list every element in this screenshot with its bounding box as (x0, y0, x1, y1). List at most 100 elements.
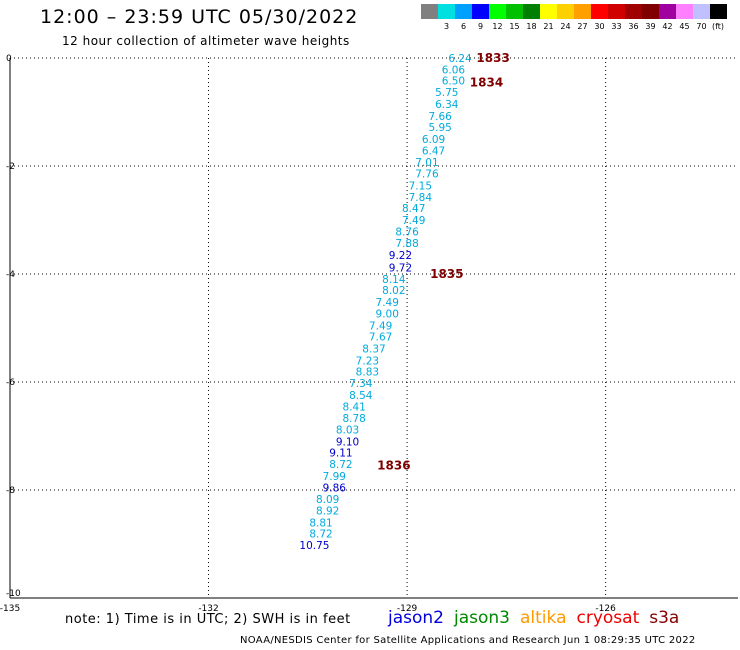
y-tick-label: -8 (6, 486, 15, 496)
x-tick-label: -126 (595, 604, 616, 614)
scale-label: 30 (594, 22, 605, 31)
scale-swatch (540, 4, 557, 19)
scale-label: 9 (477, 22, 484, 31)
swh-value-label: 6.34 (435, 99, 459, 111)
scale-swatch (659, 4, 676, 19)
satellite-altika: altika (520, 608, 567, 628)
swh-value-label: 8.03 (336, 425, 359, 437)
swh-value-label: 8.41 (342, 401, 365, 413)
scale-cell: 27 (574, 4, 591, 31)
swh-value-label: 8.37 (362, 344, 385, 356)
scale-cell: 6 (455, 4, 472, 31)
swh-value-label: 8.83 (356, 367, 379, 379)
swh-value-label: 7.49 (369, 320, 392, 332)
satellite-jason2: jason2 (388, 608, 444, 628)
scale-cell: 3 (438, 4, 455, 31)
swh-value-label: 8.78 (342, 413, 365, 425)
swh-value-label: 6.06 (442, 64, 466, 76)
scale-label: 45 (679, 22, 690, 31)
swh-value-label: 7.49 (376, 297, 399, 309)
swh-value-label: 8.09 (316, 494, 339, 506)
swh-value-label: 9.10 (336, 436, 359, 448)
swh-value-label: 8.47 (402, 203, 425, 215)
x-tick-label: -132 (198, 604, 218, 614)
scale-cell: 12 (489, 4, 506, 31)
track-number-label: 1833 (476, 51, 509, 65)
scale-swatch (438, 4, 455, 19)
scale-cell: 42 (659, 4, 676, 31)
swh-value-label: 7.76 (415, 169, 439, 181)
scale-label: 6 (460, 22, 467, 31)
swh-value-label: 9.72 (389, 263, 412, 275)
swh-value-label: 7.66 (428, 111, 452, 123)
scale-cell (421, 4, 438, 31)
scale-label: 42 (662, 22, 673, 31)
swh-value-label: 9.22 (389, 250, 412, 262)
swh-value-label: 8.72 (309, 529, 332, 541)
scale-swatch (710, 4, 727, 19)
scale-swatch (608, 4, 625, 19)
y-tick-label: -4 (6, 270, 15, 280)
scale-cell: 15 (506, 4, 523, 31)
swh-value-label: 7.23 (356, 355, 379, 367)
scale-label: 70 (696, 22, 707, 31)
scale-cell: 36 (625, 4, 642, 31)
scale-swatch (574, 4, 591, 19)
swh-value-label: 6.24 (448, 53, 472, 65)
swh-value-label: 6.50 (442, 76, 465, 88)
scale-swatch (676, 4, 693, 19)
scale-swatch (421, 4, 438, 19)
x-tick-label: -129 (397, 604, 418, 614)
scale-swatch (625, 4, 642, 19)
swh-value-label: 9.86 (323, 482, 347, 494)
scale-cell: 39 (642, 4, 659, 31)
scale-label: 21 (543, 22, 554, 31)
swh-value-label: 7.88 (395, 238, 418, 250)
swh-value-label: 6.47 (422, 145, 445, 157)
scale-cell: 18 (523, 4, 540, 31)
scale-swatch (693, 4, 710, 19)
scale-label: 3 (443, 22, 450, 31)
satellite-s3a: s3a (649, 608, 680, 628)
swh-value-label: 8.02 (382, 285, 405, 297)
scale-swatch (455, 4, 472, 19)
y-tick-label: 0 (6, 54, 12, 64)
scale-cell: 70 (693, 4, 710, 31)
swh-value-label: 10.75 (299, 540, 329, 552)
swh-value-label: 8.92 (316, 506, 339, 518)
chart-title: 12:00 – 23:59 UTC 05/30/2022 (40, 6, 359, 28)
swh-value-label: 8.81 (309, 517, 332, 529)
swh-value-label: 7.67 (369, 332, 392, 344)
swh-value-label: 8.14 (382, 274, 406, 286)
scale-cell: 45 (676, 4, 693, 31)
swh-value-label: 8.76 (395, 226, 419, 238)
scale-cell: 9 (472, 4, 489, 31)
scale-label: 18 (526, 22, 537, 31)
track-number-label: 1834 (470, 75, 503, 89)
scale-cell: 21 (540, 4, 557, 31)
footer-note: note: 1) Time is in UTC; 2) SWH is in fe… (65, 612, 351, 627)
credit-line: NOAA/NESDIS Center for Satellite Applica… (240, 635, 696, 646)
scale-label: 24 (560, 22, 571, 31)
swh-value-label: 8.54 (349, 390, 373, 402)
track-number-label: 1836 (377, 459, 410, 473)
scale-label: 33 (611, 22, 622, 31)
scale-swatch (557, 4, 574, 19)
satellite-legend: jason2 jason3 altika cryosat s3a (388, 608, 679, 628)
y-tick-label: -10 (6, 589, 21, 599)
scale-swatch (642, 4, 659, 19)
swh-value-label: 7.01 (415, 157, 438, 169)
swh-value-label: 7.84 (409, 192, 433, 204)
scale-label: 39 (645, 22, 656, 31)
scale-cell (710, 4, 727, 31)
scale-unit-label: (ft) (712, 22, 725, 31)
scale-cell: 24 (557, 4, 574, 31)
swh-value-label: 7.34 (349, 378, 373, 390)
swh-value-label: 8.72 (329, 459, 352, 471)
swh-value-label: 7.15 (409, 180, 432, 192)
chart-subtitle: 12 hour collection of altimeter wave hei… (62, 34, 350, 48)
swh-value-label: 7.99 (323, 471, 346, 483)
swh-value-label: 9.00 (376, 308, 399, 320)
satellite-cryosat: cryosat (576, 608, 640, 628)
